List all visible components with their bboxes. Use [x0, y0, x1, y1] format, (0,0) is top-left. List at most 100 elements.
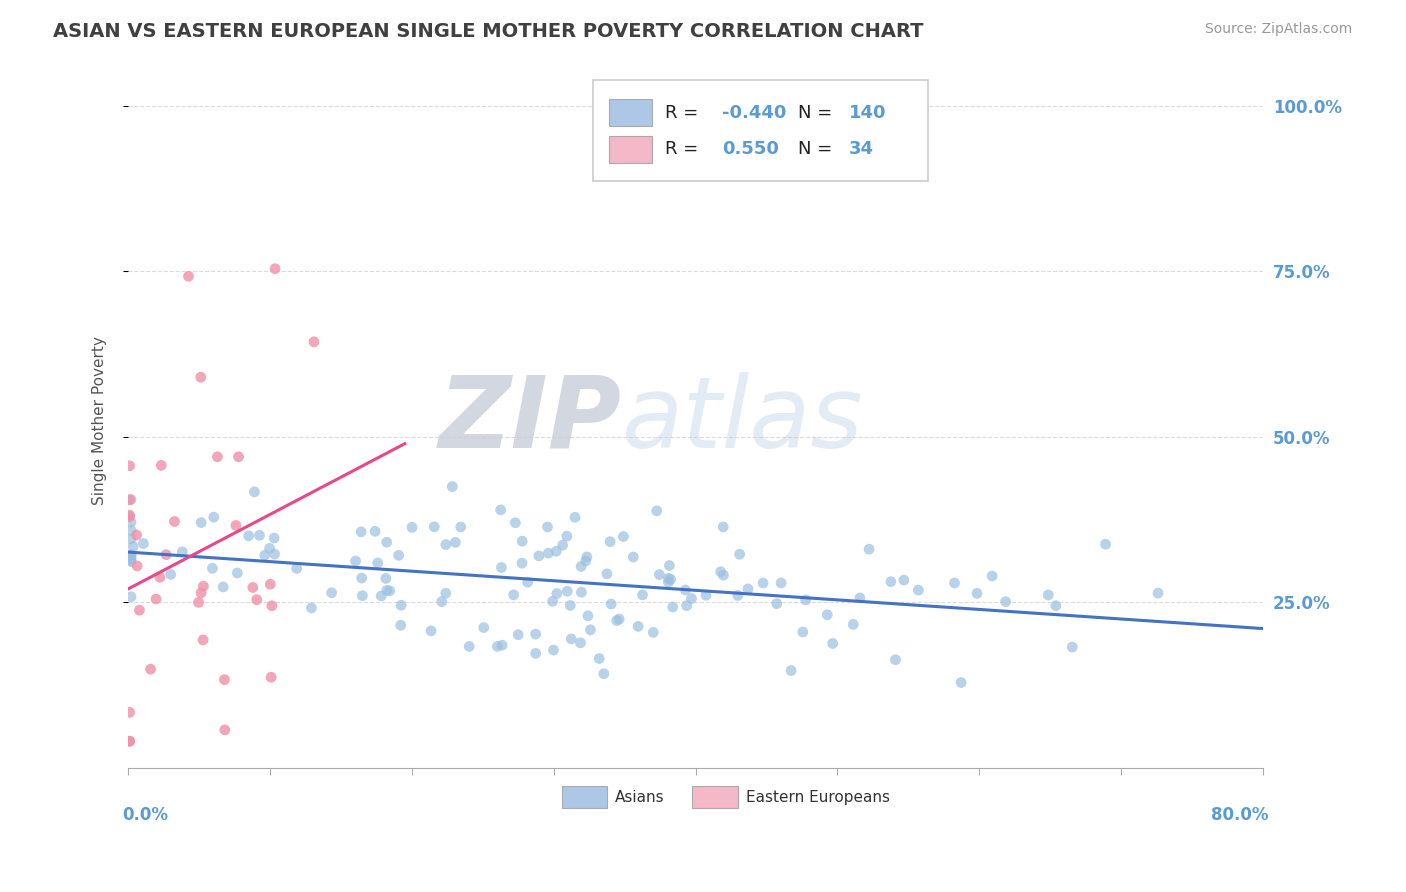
Point: [737, 582, 759, 596]
Point: [249, 528, 271, 542]
Point: [430, 594, 453, 608]
Text: Source: ZipAtlas.com: Source: ZipAtlas.com: [1205, 22, 1353, 37]
Point: [120, 548, 142, 562]
Point: [752, 576, 775, 591]
Point: [260, 670, 283, 684]
Point: [253, 548, 276, 562]
Point: [352, 589, 374, 603]
Point: [575, 549, 598, 564]
Point: [994, 595, 1017, 609]
Point: [177, 269, 200, 284]
FancyBboxPatch shape: [609, 136, 652, 162]
Point: [212, 580, 235, 594]
Point: [375, 583, 398, 598]
Point: [450, 520, 472, 534]
Point: [541, 594, 564, 608]
Point: [981, 569, 1004, 583]
Point: [228, 450, 250, 464]
Point: [246, 592, 269, 607]
Point: [713, 568, 735, 582]
Point: [884, 653, 907, 667]
Point: [350, 524, 373, 539]
Point: [524, 627, 547, 641]
Point: [543, 643, 565, 657]
Text: 34: 34: [849, 140, 873, 159]
Point: [728, 547, 751, 561]
Point: [546, 586, 568, 600]
Point: [225, 518, 247, 533]
Point: [571, 585, 593, 599]
Point: [659, 573, 682, 587]
Point: [491, 560, 513, 574]
Point: [673, 582, 696, 597]
Point: [657, 571, 679, 585]
Point: [202, 510, 225, 524]
Point: [132, 536, 155, 550]
Point: [727, 589, 749, 603]
Point: [214, 723, 236, 737]
Text: ZIP: ZIP: [439, 372, 621, 469]
Point: [695, 588, 717, 602]
Point: [434, 586, 457, 600]
Point: [321, 586, 343, 600]
Point: [172, 545, 194, 559]
FancyBboxPatch shape: [609, 99, 652, 126]
FancyBboxPatch shape: [561, 787, 607, 808]
Point: [1045, 599, 1067, 613]
Point: [576, 608, 599, 623]
Point: [472, 621, 495, 635]
Text: -0.440: -0.440: [721, 103, 786, 121]
Point: [516, 575, 538, 590]
Point: [264, 261, 287, 276]
Point: [560, 599, 582, 613]
Point: [190, 370, 212, 384]
Point: [1038, 588, 1060, 602]
Point: [259, 541, 281, 556]
FancyBboxPatch shape: [692, 787, 738, 808]
Point: [489, 503, 512, 517]
Point: [551, 538, 574, 552]
Point: [575, 554, 598, 568]
Point: [658, 558, 681, 573]
Text: atlas: atlas: [621, 372, 863, 469]
Point: [564, 510, 586, 524]
Point: [675, 599, 697, 613]
Point: [815, 607, 838, 622]
Point: [238, 529, 260, 543]
Point: [389, 618, 412, 632]
Point: [207, 450, 229, 464]
Point: [621, 549, 644, 564]
Point: [596, 566, 619, 581]
Point: [555, 529, 578, 543]
Point: [364, 524, 387, 539]
Point: [681, 591, 703, 606]
Point: [120, 492, 142, 507]
Point: [260, 599, 283, 613]
Point: [710, 565, 733, 579]
Point: [555, 584, 578, 599]
Point: [120, 554, 142, 568]
Point: [120, 532, 142, 546]
Point: [128, 603, 150, 617]
Point: [127, 558, 149, 573]
Text: R =: R =: [665, 103, 704, 121]
Text: 0.0%: 0.0%: [122, 805, 169, 824]
Point: [502, 588, 524, 602]
Point: [375, 535, 398, 549]
Text: N =: N =: [797, 103, 838, 121]
Point: [242, 581, 264, 595]
Point: [792, 625, 814, 640]
Point: [159, 567, 181, 582]
Point: [263, 531, 285, 545]
Point: [893, 573, 915, 587]
Point: [226, 566, 249, 580]
Point: [259, 577, 281, 591]
Point: [600, 597, 623, 611]
Point: [118, 706, 141, 720]
Point: [508, 628, 530, 642]
Point: [118, 458, 141, 473]
Point: [388, 549, 411, 563]
Point: [302, 334, 325, 349]
Point: [661, 599, 683, 614]
Point: [120, 551, 142, 566]
